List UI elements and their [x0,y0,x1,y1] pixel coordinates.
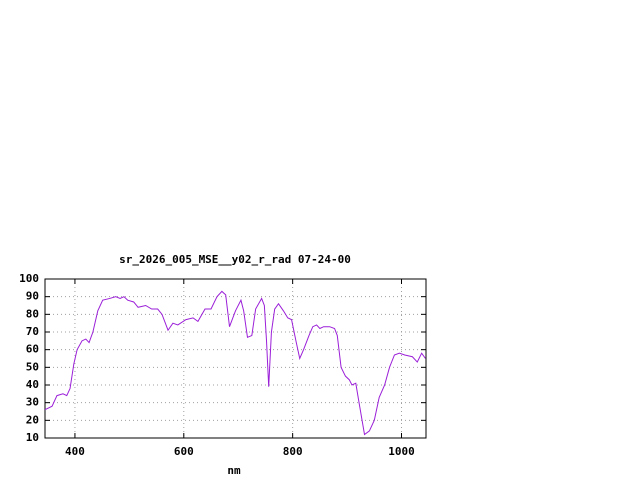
chart-title: sr_2026_005_MSE__y02_r_rad 07-24-00 [119,253,351,266]
y-tick-label: 100 [19,272,39,285]
y-tick-label: 60 [26,343,39,356]
y-tick-label: 40 [26,378,39,391]
plot-border [44,278,427,439]
y-tick-label: 20 [26,413,39,426]
y-tick-label: 50 [26,360,39,373]
y-tick-label: 90 [26,290,39,303]
x-tick-label: 600 [174,445,194,458]
x-tick-label: 1000 [388,445,415,458]
y-tick-label: 70 [26,325,39,338]
x-tick-label: 400 [65,445,85,458]
data-line [44,290,426,436]
x-axis-label: nm [227,464,241,477]
y-tick-label: 10 [26,431,39,444]
y-tick-label: 80 [26,307,39,320]
y-tick-label: 30 [26,396,39,409]
x-tick-label: 800 [283,445,303,458]
